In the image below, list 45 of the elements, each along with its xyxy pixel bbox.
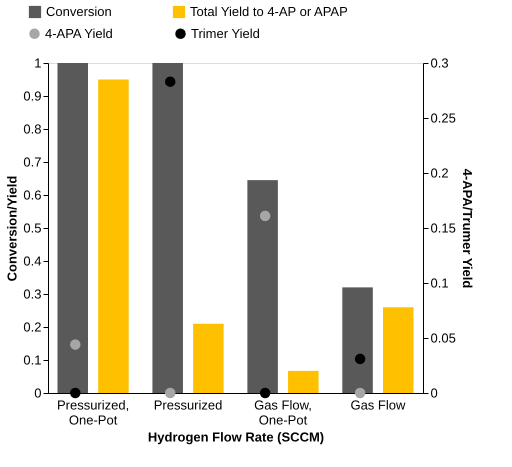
point bbox=[260, 210, 270, 222]
y2-tick-label: 0.15 bbox=[430, 220, 456, 236]
legend-label: Total Yield to 4-AP or APAP bbox=[190, 4, 348, 19]
y2-tick-label: 0.25 bbox=[430, 110, 456, 126]
y2-tick-label: 0.2 bbox=[430, 166, 449, 180]
bar bbox=[57, 63, 88, 393]
y-tick-label: 0.7 bbox=[23, 154, 42, 170]
bar bbox=[98, 80, 129, 393]
point bbox=[70, 339, 81, 350]
y-tick-label: 1 bbox=[34, 56, 42, 70]
bar bbox=[342, 287, 373, 393]
bar bbox=[288, 370, 319, 393]
x-tick-label: Gas Flow bbox=[350, 398, 406, 412]
y-tick-label: 0.6 bbox=[23, 188, 42, 202]
y2-tick-label: 0 bbox=[430, 386, 438, 400]
y-tick-label: 0.5 bbox=[23, 220, 42, 236]
y2-tick-label: 0.3 bbox=[430, 56, 449, 70]
y-tick-label: 0.2 bbox=[23, 320, 42, 334]
bar bbox=[152, 63, 183, 393]
point bbox=[260, 388, 270, 398]
y2-tick-label: 0.1 bbox=[430, 276, 449, 290]
point bbox=[354, 388, 366, 398]
bar bbox=[193, 324, 224, 393]
x-tick-label: Pressurized, One-Pot bbox=[56, 398, 130, 428]
y2-axis-title: 4-APA/Trumer Yield bbox=[460, 168, 475, 288]
x-tick-label: Pressurized bbox=[154, 398, 222, 412]
bar bbox=[382, 307, 414, 393]
point bbox=[164, 388, 176, 398]
y-axis-title: Conversion/Yield bbox=[4, 176, 20, 282]
x-tick-label: Gas Flow, One-Pot bbox=[254, 398, 312, 428]
x-axis-title: Hydrogen Flow Rate (SCCM) bbox=[148, 430, 324, 444]
legend-label: Conversion bbox=[46, 4, 112, 19]
y-tick-label: 0.1 bbox=[23, 352, 42, 368]
legend-label: 4-APA Yield bbox=[45, 26, 113, 41]
point bbox=[354, 354, 366, 364]
y-tick-label: 0.9 bbox=[23, 88, 42, 104]
y-tick-label: 0 bbox=[34, 386, 42, 400]
y-tick-label: 0.8 bbox=[23, 122, 42, 136]
legend-label: Trimer Yield bbox=[191, 26, 260, 41]
bar bbox=[247, 180, 278, 393]
y-tick-label: 0.3 bbox=[23, 286, 42, 302]
point bbox=[70, 388, 81, 398]
y-tick-label: 0.4 bbox=[23, 254, 42, 268]
y2-tick-label: 0.05 bbox=[430, 330, 456, 346]
point bbox=[164, 76, 176, 87]
